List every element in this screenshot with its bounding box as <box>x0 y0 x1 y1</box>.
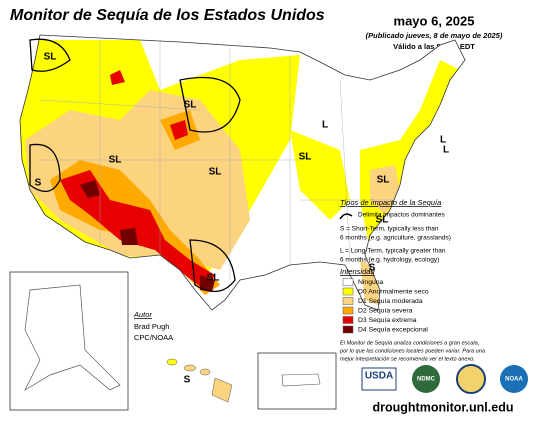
drought-area <box>110 70 125 85</box>
disclaimer: por lo que las condiciones locales puede… <box>339 348 485 354</box>
drought-area <box>290 130 350 220</box>
author-title: Autor <box>133 310 152 319</box>
legend-swatch <box>342 316 354 324</box>
drought-area <box>60 170 215 290</box>
impact-label: L <box>322 120 328 131</box>
legend-label: D3 Sequía extrema <box>358 317 417 324</box>
logos: USDA NDMC NOAA <box>361 364 528 394</box>
impact-label: L <box>443 145 449 156</box>
puerto-rico <box>281 373 321 387</box>
legend-label: D2 Sequía severa <box>358 307 413 314</box>
drought-area <box>370 165 400 215</box>
alaska <box>24 284 121 391</box>
drought-area <box>120 228 138 245</box>
url[interactable]: droughtmonitor.unl.edu <box>373 400 514 414</box>
impact-label: SL <box>184 100 197 111</box>
impact-label: SL <box>299 152 312 163</box>
impact-label: SL <box>44 52 57 63</box>
impact-label: S <box>35 178 42 189</box>
legend-label: D1 Sequía moderada <box>358 298 423 305</box>
logo-ndmc: NDMC <box>417 377 436 383</box>
logo-noaa: NOAA <box>505 377 523 383</box>
legend-label: D0 Anormalmente seco <box>358 288 429 295</box>
impact-label: SL <box>209 167 222 178</box>
legend-swatch <box>342 325 354 334</box>
legend-label: Ninguna <box>358 279 384 286</box>
impact-line: Delimita impactos dominantes <box>358 212 445 219</box>
drought-area <box>170 120 188 140</box>
impact-label: S <box>369 263 376 274</box>
drought-area <box>200 275 215 292</box>
impact-title: Tipos de impacto de la Sequía <box>340 198 441 207</box>
disclaimer: El Monitor de Sequía analiza condiciones… <box>340 340 479 346</box>
impact-short: S = Short-Term, typically less than <box>340 226 439 233</box>
intensity-title: Intensidad <box>340 267 375 276</box>
impact-line-icon <box>339 213 353 220</box>
title: Monitor de Sequía de los Estados Unidos <box>10 7 325 24</box>
impact-label: SL <box>376 215 389 226</box>
impact-label: SL <box>207 273 220 284</box>
impact-label: L <box>440 135 446 146</box>
legend-label: D4 Sequía excepcional <box>358 326 428 333</box>
valid: Válido a las 8 a.m. EDT <box>393 42 475 51</box>
impact-label: SL <box>377 175 390 186</box>
drought-area <box>80 180 100 198</box>
author-org: CPC/NOAA <box>134 333 173 342</box>
impact-label: S <box>184 375 191 386</box>
impact-short: 6 months (e.g. agriculture, grasslands) <box>340 235 451 242</box>
published: (Publicado jueves, 8 de mayo de 2025) <box>366 31 503 40</box>
disclaimer: mejor interpretación se recomienda ver e… <box>340 356 475 362</box>
author-name: Brad Pugh <box>134 322 169 331</box>
impact-long: L = Long-Term, typically greater than <box>340 248 446 255</box>
legend-swatch <box>342 287 354 296</box>
hawaii <box>166 358 233 403</box>
impact-lines <box>29 38 241 292</box>
impact-long: 6 months (e.g. hydrology, ecology) <box>340 257 439 264</box>
legend-swatch <box>342 297 354 305</box>
date: mayo 6, 2025 <box>394 13 475 28</box>
conus-map <box>20 35 465 310</box>
logo-usda: USDA <box>365 371 393 382</box>
legend-swatch <box>342 306 354 315</box>
legend-swatch <box>342 278 354 286</box>
impact-label: SL <box>109 155 122 166</box>
